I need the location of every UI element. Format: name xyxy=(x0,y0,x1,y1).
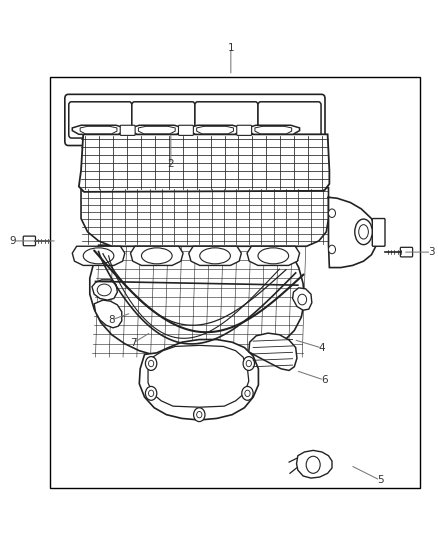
Ellipse shape xyxy=(359,225,368,239)
FancyBboxPatch shape xyxy=(258,102,321,138)
Polygon shape xyxy=(94,300,122,328)
Polygon shape xyxy=(72,125,125,134)
Polygon shape xyxy=(247,125,300,134)
Circle shape xyxy=(145,386,157,400)
Text: 4: 4 xyxy=(318,343,325,353)
Text: 5: 5 xyxy=(377,475,384,485)
Polygon shape xyxy=(189,125,241,134)
Circle shape xyxy=(298,294,307,305)
Text: 7: 7 xyxy=(130,338,137,348)
FancyBboxPatch shape xyxy=(372,219,385,246)
Text: 1: 1 xyxy=(227,43,234,53)
Circle shape xyxy=(242,386,253,400)
FancyBboxPatch shape xyxy=(195,102,258,138)
Polygon shape xyxy=(138,126,175,134)
Circle shape xyxy=(148,360,154,367)
Polygon shape xyxy=(80,126,117,134)
Circle shape xyxy=(148,390,154,397)
Circle shape xyxy=(245,390,250,397)
Polygon shape xyxy=(81,188,328,246)
Polygon shape xyxy=(328,197,378,268)
Text: 2: 2 xyxy=(167,159,174,169)
FancyBboxPatch shape xyxy=(132,102,195,138)
FancyBboxPatch shape xyxy=(65,94,325,146)
Polygon shape xyxy=(90,245,307,360)
Circle shape xyxy=(328,245,336,254)
Ellipse shape xyxy=(83,248,114,264)
Circle shape xyxy=(194,408,205,422)
Circle shape xyxy=(328,209,336,217)
Text: 6: 6 xyxy=(321,375,328,385)
Polygon shape xyxy=(148,345,249,407)
Polygon shape xyxy=(131,246,183,265)
Circle shape xyxy=(306,456,320,473)
Polygon shape xyxy=(79,134,329,192)
Bar xyxy=(50,77,420,488)
Ellipse shape xyxy=(355,219,372,245)
Circle shape xyxy=(243,357,254,370)
FancyBboxPatch shape xyxy=(400,247,413,257)
Ellipse shape xyxy=(97,284,111,296)
Polygon shape xyxy=(247,246,300,265)
Text: 9: 9 xyxy=(10,236,17,246)
Polygon shape xyxy=(139,340,258,420)
Polygon shape xyxy=(92,280,117,300)
Circle shape xyxy=(145,357,157,370)
Polygon shape xyxy=(197,126,233,134)
Polygon shape xyxy=(72,246,125,265)
FancyBboxPatch shape xyxy=(69,102,132,138)
FancyBboxPatch shape xyxy=(120,125,135,135)
Polygon shape xyxy=(293,288,312,310)
Polygon shape xyxy=(249,333,297,370)
FancyBboxPatch shape xyxy=(23,236,35,246)
Ellipse shape xyxy=(141,248,172,264)
Polygon shape xyxy=(297,450,332,478)
Polygon shape xyxy=(131,125,183,134)
Circle shape xyxy=(197,411,202,418)
Text: 8: 8 xyxy=(108,315,115,325)
FancyBboxPatch shape xyxy=(237,125,251,135)
Ellipse shape xyxy=(258,248,289,264)
Circle shape xyxy=(246,360,251,367)
Polygon shape xyxy=(189,246,241,265)
Text: 3: 3 xyxy=(428,247,435,257)
Polygon shape xyxy=(255,126,292,134)
FancyBboxPatch shape xyxy=(178,125,194,135)
Ellipse shape xyxy=(200,248,230,264)
